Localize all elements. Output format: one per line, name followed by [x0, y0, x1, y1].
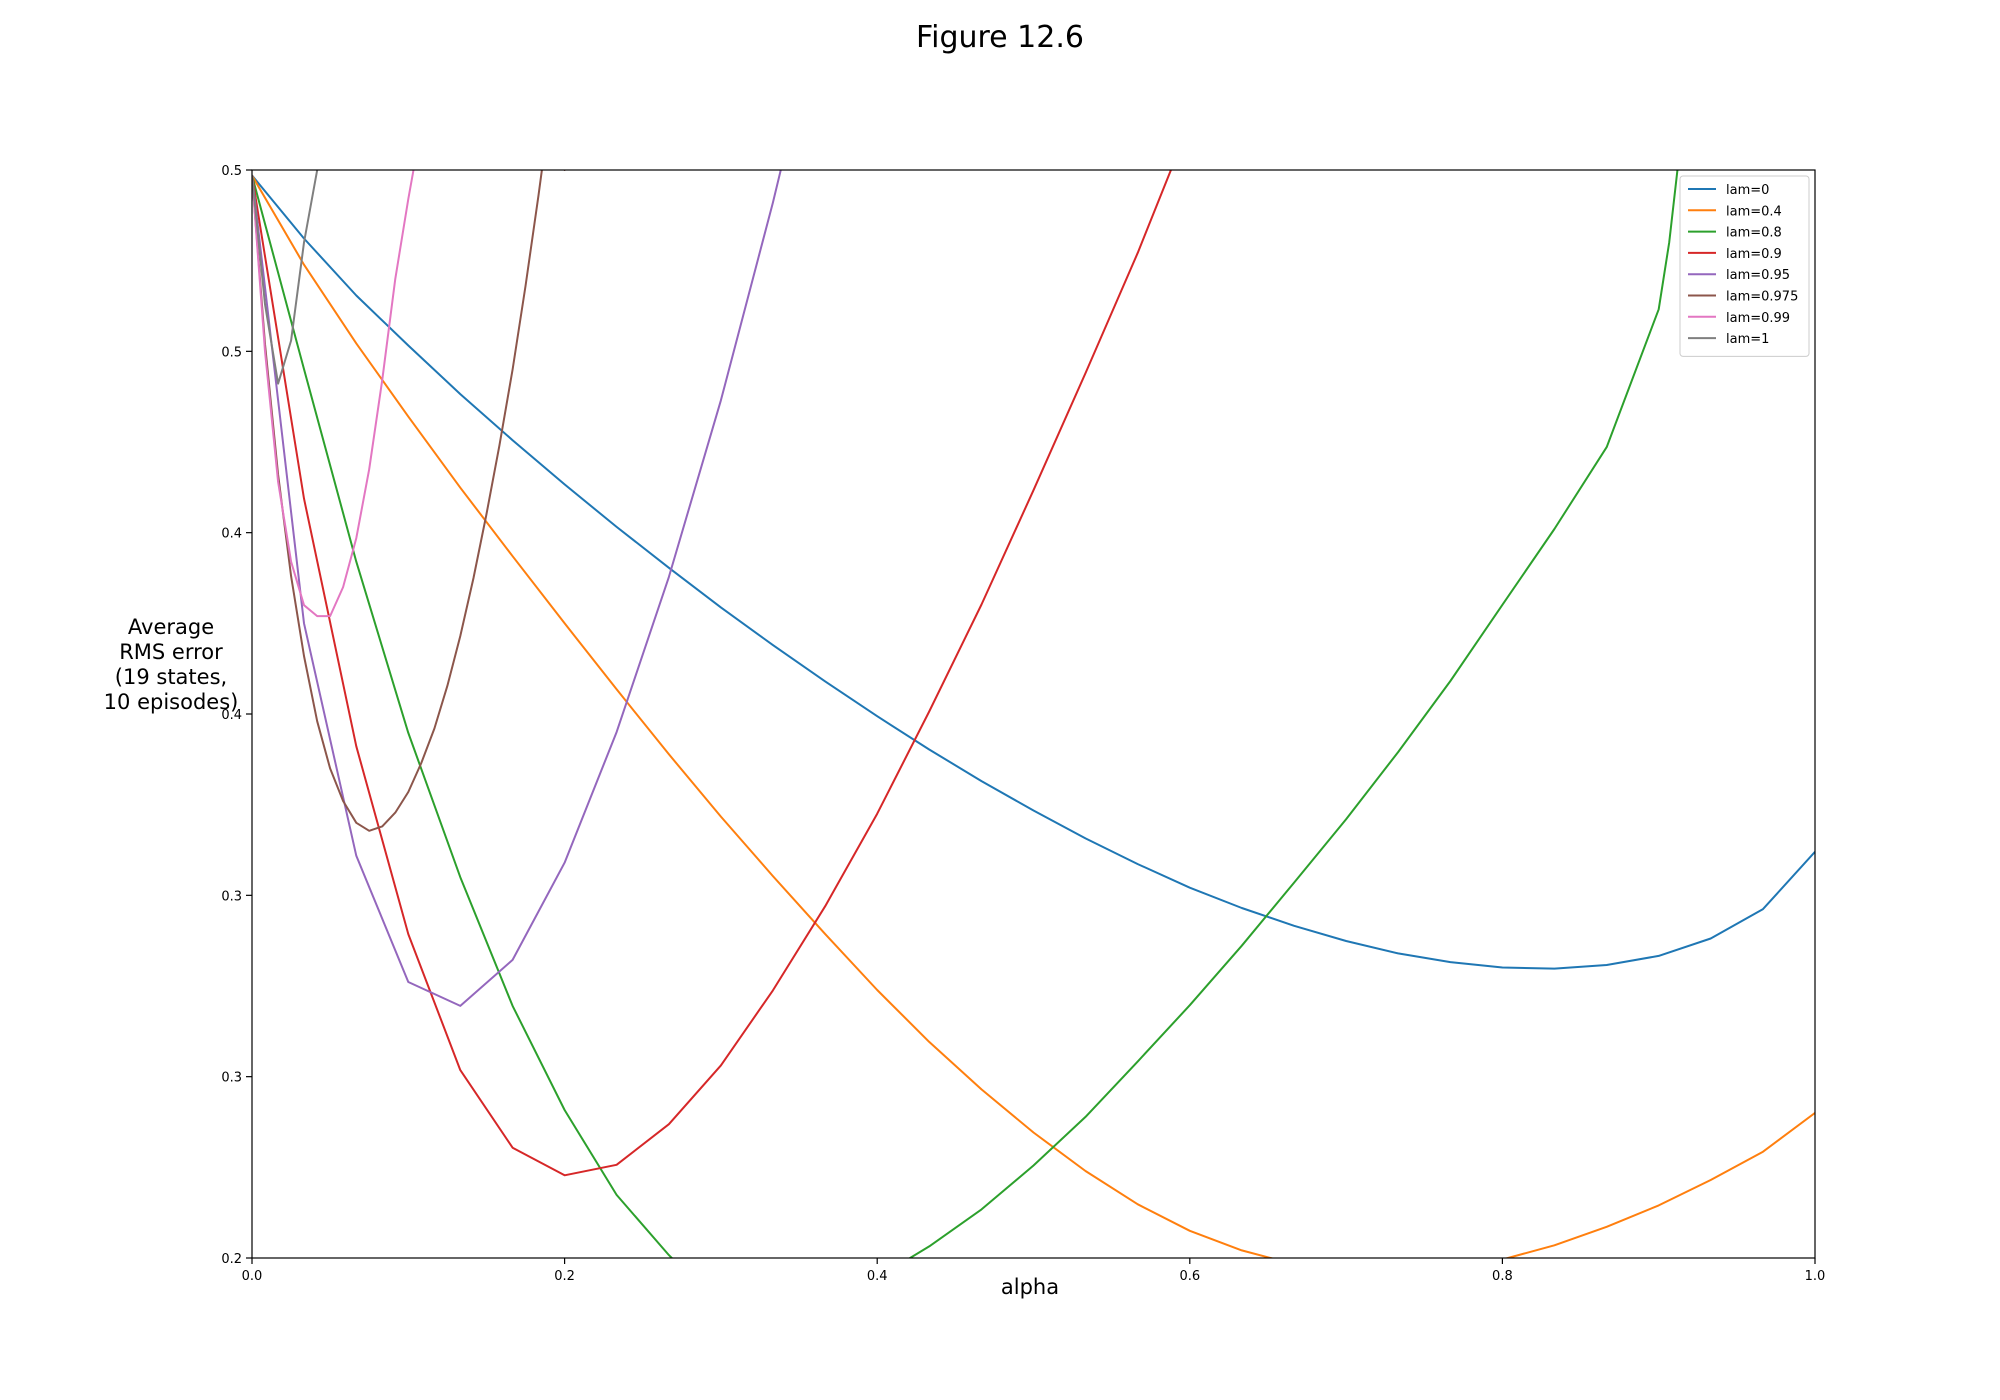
y-axis-label-line: RMS error: [119, 640, 223, 664]
series-line: [252, 170, 566, 832]
series-layer: [252, 170, 1815, 1258]
x-tick-label: 0.4: [867, 1269, 888, 1284]
series-line: [252, 174, 1815, 1258]
y-axis-label-line: 10 episodes): [103, 690, 239, 714]
x-tick-label: 0.6: [1179, 1269, 1200, 1284]
legend: lam=0 lam=0.4 lam=0.8 lam=0.9 lam=0.95 lam=0.…: [1679, 175, 1810, 357]
plot-frame: [251, 169, 1816, 1259]
y-tick-label: 0.3: [221, 889, 242, 904]
legend-entry-label: lam=0.975: [1726, 290, 1798, 305]
x-tick-label: 0.2: [554, 1269, 575, 1284]
y-tick-label: 0.3: [221, 1071, 242, 1086]
series-line: [252, 170, 1679, 1258]
series-line: [252, 170, 319, 385]
figure-title: Figure 12.6: [916, 20, 1084, 55]
legend-box: [1679, 175, 1810, 357]
y-tick-label: 0.5: [221, 345, 242, 360]
y-axis-label: Average RMS error (19 states, 10 episode…: [86, 615, 256, 715]
x-axis: 0.0 0.2 0.4 0.6 0.8 1.0: [242, 1258, 1826, 1284]
legend-entry-label: lam=0.4: [1726, 204, 1782, 219]
series-line: [252, 170, 782, 1007]
y-axis-label-line: Average: [127, 615, 215, 639]
series-line: [252, 170, 1173, 1177]
y-tick-label: 0.2: [221, 1252, 242, 1267]
legend-entry-label: lam=0.95: [1726, 268, 1790, 283]
legend-entry-label: lam=0.8: [1726, 226, 1782, 241]
y-axis: 0.2 0.3 0.3 0.4 0.4 0.5 0.5: [221, 164, 252, 1267]
legend-entry-label: lam=0.99: [1726, 311, 1790, 326]
x-tick-label: 0.0: [242, 1269, 263, 1284]
series-line: [252, 174, 1815, 970]
y-tick-label: 0.5: [221, 164, 242, 179]
y-tick-label: 0.4: [221, 527, 242, 542]
x-axis-label: alpha: [1000, 1275, 1060, 1299]
y-tick-label: 0.4: [221, 708, 242, 723]
legend-entry-label: lam=1: [1726, 332, 1769, 347]
series-line: [252, 170, 415, 618]
y-axis-label-line: (19 states,: [114, 665, 228, 689]
legend-entry-label: lam=0: [1726, 183, 1769, 198]
x-tick-label: 0.8: [1492, 1269, 1513, 1284]
legend-entry-label: lam=0.9: [1726, 247, 1782, 262]
x-tick-label: 1.0: [1805, 1269, 1826, 1284]
